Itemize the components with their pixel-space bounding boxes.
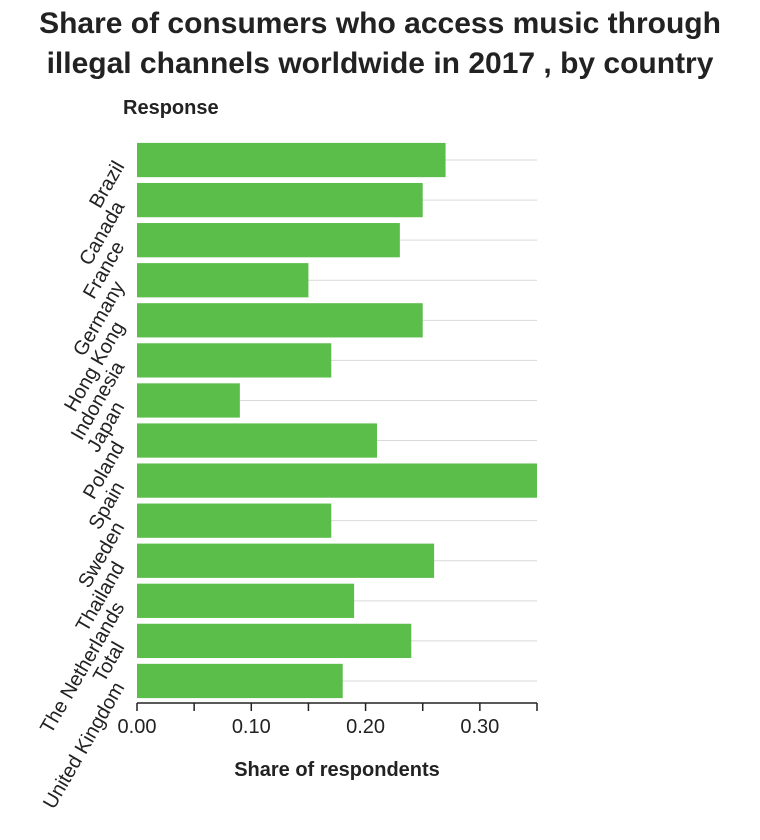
- bar-france: [137, 223, 400, 258]
- bar-brazil: [137, 142, 446, 178]
- y-axis-title: Response: [123, 97, 219, 119]
- bar-poland: [137, 423, 377, 458]
- chart-title-line-1: Share of consumers who access music thro…: [39, 7, 721, 40]
- x-tick-label: 0.30: [460, 716, 499, 738]
- x-axis-title: Share of respondents: [234, 759, 440, 781]
- bar-thailand: [137, 543, 435, 578]
- bar-japan: [137, 383, 240, 418]
- x-tick-label: 0.20: [346, 716, 385, 738]
- bars: [137, 142, 537, 699]
- bar-the-netherlands: [137, 583, 355, 618]
- bar-sweden: [137, 503, 332, 538]
- x-tick-label: 0.10: [232, 716, 271, 738]
- bar-canada: [137, 182, 423, 218]
- bar-spain: [137, 463, 537, 498]
- bar-hong-kong: [137, 303, 423, 338]
- x-tick-label: 0.00: [118, 716, 157, 738]
- chart-title-line-2: illegal channels worldwide in 2017 , by …: [46, 47, 714, 80]
- bar-total: [137, 623, 412, 659]
- x-ticks: 0.00 0.10 0.20 0.30: [118, 703, 538, 738]
- chart-title: Share of consumers who access music thro…: [0, 4, 760, 84]
- bar-united-kingdom: [137, 663, 343, 699]
- bar-indonesia: [137, 343, 332, 378]
- bar-germany: [137, 263, 309, 298]
